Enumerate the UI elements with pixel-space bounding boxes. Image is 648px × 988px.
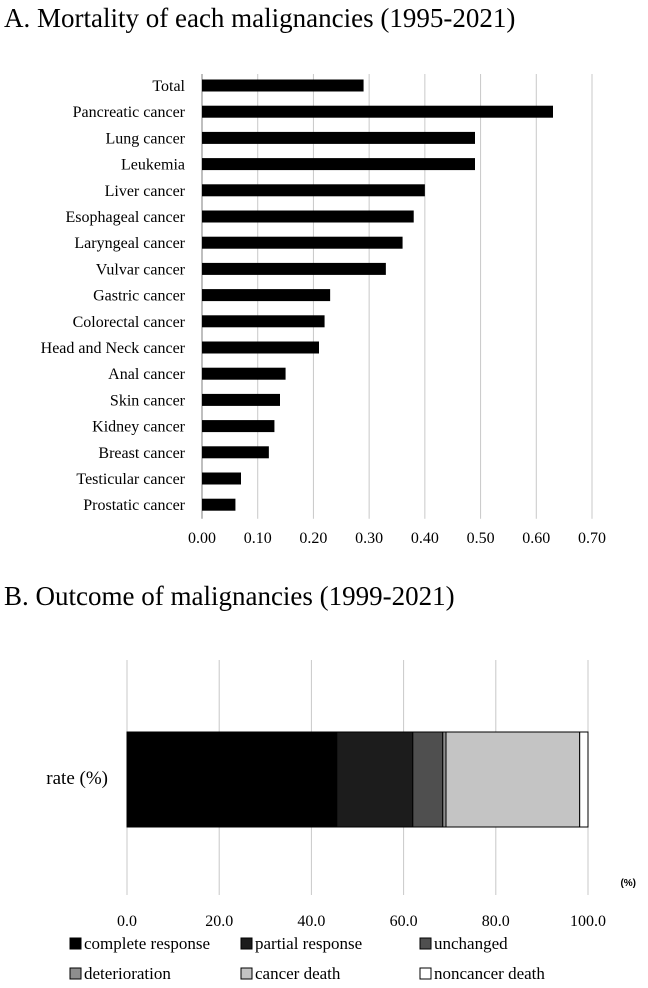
chart-a-bars (202, 79, 553, 511)
chart-a-category-label: Skin cancer (110, 392, 186, 409)
chart-b-legend-label: cancer death (255, 964, 341, 983)
chart-b-legend-label: noncancer death (434, 964, 545, 983)
chart-b-legend-label: deterioration (84, 964, 171, 983)
chart-b-legend: complete response partial response unchang… (69, 934, 545, 983)
chart-a-bar (202, 420, 275, 433)
chart-a-x-tick-label: 0.60 (522, 530, 550, 547)
chart-a-bar (202, 315, 325, 328)
chart-a-bar (202, 472, 241, 485)
chart-a-bar (202, 236, 403, 249)
chart-b-x-tick-label: 20.0 (205, 913, 233, 930)
chart-a-category-label: Colorectal cancer (73, 314, 186, 331)
chart-b-segment (579, 731, 589, 828)
chart-a-category-label: Breast cancer (98, 445, 185, 462)
chart-a-bar (202, 158, 475, 171)
chart-a-category-label: Vulvar cancer (96, 261, 186, 278)
chart-a-bar (202, 341, 319, 354)
chart-b: rate (%) (%) 0.0 20.0 40.0 60.0 80.0 100.0 co… (46, 660, 636, 983)
chart-a-x-tick-label: 0.10 (244, 530, 272, 547)
chart-b-x-tick-label: 80.0 (482, 913, 510, 930)
chart-a-bar (202, 262, 386, 275)
chart-b-segment (445, 731, 581, 828)
chart-b-x-ticks: 0.0 20.0 40.0 60.0 80.0 100.0 (117, 913, 606, 930)
chart-a-bar (202, 79, 364, 92)
chart-a-bar (202, 210, 414, 223)
chart-a-category-label: Kidney cancer (92, 419, 186, 436)
chart-a-bar (202, 393, 280, 406)
chart-a-bar (202, 446, 269, 459)
chart-b-legend-swatch (419, 937, 432, 950)
chart-b-legend-label: unchanged (434, 934, 508, 953)
chart-b-legend-swatch (240, 967, 253, 980)
chart-a-bar (202, 184, 425, 197)
chart-b-legend-label: partial response (255, 934, 362, 953)
chart-b-unit-label: (%) (620, 878, 636, 889)
chart-b-segments (126, 731, 589, 828)
chart-b-x-tick-label: 0.0 (117, 913, 137, 930)
chart-a-x-ticks: 0.00 0.10 0.20 0.30 0.40 0.50 0.60 0.70 (188, 530, 606, 547)
chart-a-x-tick-label: 0.20 (299, 530, 327, 547)
chart-a-category-label: Total (152, 78, 185, 95)
chart-a-grid (201, 74, 593, 519)
chart-b-segment (412, 731, 444, 828)
chart-a-bar (202, 105, 553, 118)
chart-b-legend-swatch (69, 967, 82, 980)
chart-a-category-label: Lung cancer (105, 130, 185, 147)
chart-a-title: A. Mortality of each malignancies (1995-… (4, 3, 515, 33)
chart-b-legend-swatch (419, 967, 432, 980)
chart-b-row-label: rate (%) (46, 768, 108, 789)
chart-b-legend-swatch (69, 937, 82, 950)
chart-a-x-tick-label: 0.30 (355, 530, 383, 547)
chart-a-category-label: Anal cancer (108, 366, 186, 383)
chart-a-category-label: Gastric cancer (93, 288, 186, 305)
chart-a-category-label: Pancreatic cancer (73, 104, 186, 121)
chart-a-x-tick-label: 0.50 (467, 530, 495, 547)
chart-a-bar (202, 498, 236, 511)
chart-a-category-labels: Total Pancreatic cancer Lung cancer Leukemi… (41, 78, 186, 514)
chart-a-x-tick-label: 0.40 (411, 530, 439, 547)
chart-b-segment (336, 731, 414, 828)
chart-a-category-label: Testicular cancer (76, 471, 185, 488)
chart-a-category-label: Prostatic cancer (83, 497, 185, 514)
chart-a-x-tick-label: 0.00 (188, 530, 216, 547)
chart-b-x-tick-label: 100.0 (570, 913, 606, 930)
chart-a-category-label: Leukemia (121, 157, 185, 174)
chart-a-bar (202, 289, 331, 302)
chart-b-legend-label: complete response (84, 934, 210, 953)
chart-b-segment (126, 731, 338, 828)
chart-b-x-tick-label: 40.0 (297, 913, 325, 930)
chart-b-x-tick-label: 60.0 (390, 913, 418, 930)
chart-a-bar (202, 367, 286, 380)
chart-a-category-label: Head and Neck cancer (41, 340, 186, 357)
chart-b-title: B. Outcome of malignancies (1999-2021) (4, 581, 455, 611)
chart-a-category-label: Liver cancer (105, 183, 186, 200)
chart-a-bar (202, 131, 475, 144)
chart-a-category-label: Laryngeal cancer (74, 235, 185, 252)
chart-a-category-label: Esophageal cancer (66, 209, 186, 226)
chart-a-x-tick-label: 0.70 (578, 530, 606, 547)
chart-b-legend-swatch (240, 937, 253, 950)
chart-a: Total Pancreatic cancer Lung cancer Leukemi… (41, 74, 606, 547)
